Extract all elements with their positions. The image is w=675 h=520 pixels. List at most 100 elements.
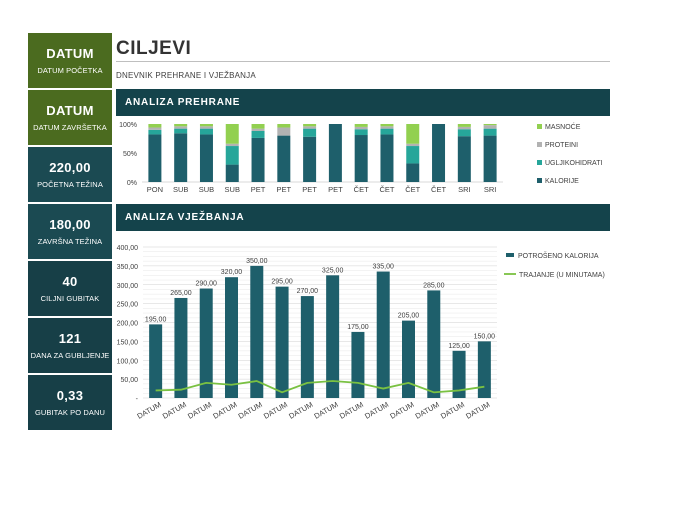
exercise-calories-bar[interactable]	[199, 288, 213, 398]
nutrition-bar-segment-ugljikohidrati[interactable]	[483, 128, 497, 136]
exercise-y-tick-label: -	[136, 396, 139, 403]
page-subtitle: DNEVNIK PREHRANE I VJEŽBANJA	[116, 71, 256, 80]
nutrition-bar-segment-proteini[interactable]	[303, 126, 317, 129]
nutrition-bar-segment-masnoće[interactable]	[148, 124, 162, 128]
exercise-calories-bar[interactable]	[250, 265, 264, 398]
nutrition-x-tick-label: PON	[147, 185, 163, 194]
start-weight-tile[interactable]: 220,00 POČETNA TEŽINA	[28, 147, 112, 202]
exercise-calories-bar[interactable]	[174, 297, 188, 398]
nutrition-bar-segment-kalorije[interactable]	[148, 134, 162, 182]
exercise-bar-data-label: 150,00	[474, 333, 496, 340]
nutrition-bar-segment-proteini[interactable]	[174, 126, 188, 129]
nutrition-bar-segment-ugljikohidrati[interactable]	[303, 128, 317, 137]
nutrition-bar-segment-masnoće[interactable]	[303, 124, 317, 127]
exercise-calories-bar[interactable]	[225, 277, 238, 398]
exercise-calories-bar[interactable]	[275, 286, 289, 398]
nutrition-bar-segment-ugljikohidrati[interactable]	[148, 129, 162, 135]
nutrition-bar-segment-proteini[interactable]	[406, 143, 420, 147]
nutrition-bar-segment-proteini[interactable]	[225, 143, 239, 147]
exercise-x-tick-label: DATUM	[363, 400, 390, 421]
nutrition-bar-segment-masnoće[interactable]	[380, 124, 394, 127]
nutrition-y-tick-label: 0%	[127, 180, 137, 187]
nutrition-bar-segment-masnoće[interactable]	[225, 124, 239, 144]
nutrition-bar-segment-proteini[interactable]	[277, 127, 291, 136]
exercise-calories-bar[interactable]	[376, 271, 390, 398]
nutrition-bar-segment-kalorije[interactable]	[432, 124, 446, 182]
end-date-tile[interactable]: DATUM DATUM ZAVRŠETKA	[28, 90, 112, 145]
nutrition-x-tick-label: PET	[328, 185, 343, 194]
nutrition-bar-segment-proteini[interactable]	[483, 125, 497, 129]
end-weight-tile[interactable]: 180,00 ZAVRŠNA TEŽINA	[28, 204, 112, 259]
exercise-calories-bar[interactable]	[477, 341, 491, 398]
nutrition-bar-segment-ugljikohidrati[interactable]	[225, 146, 239, 165]
nutrition-bar-segment-masnoće[interactable]	[354, 124, 368, 127]
end-date-label: DATUM ZAVRŠETKA	[33, 123, 107, 132]
nutrition-bar-segment-proteini[interactable]	[251, 128, 265, 131]
exercise-x-tick-label: DATUM	[313, 400, 340, 421]
exercise-bar-data-label: 285,00	[423, 282, 445, 289]
exercise-calories-bar[interactable]	[351, 331, 365, 398]
exercise-duration-line[interactable]	[155, 380, 485, 394]
nutrition-bar-segment-proteini[interactable]	[148, 127, 162, 130]
nutrition-x-tick-label: SUB	[225, 185, 240, 194]
nutrition-bar-segment-kalorije[interactable]	[251, 137, 265, 182]
nutrition-bar-segment-kalorije[interactable]	[457, 136, 471, 182]
nutrition-bar-segment-proteini[interactable]	[354, 126, 368, 130]
exercise-calories-bar[interactable]	[427, 290, 441, 398]
nutrition-bar-segment-ugljikohidrati[interactable]	[457, 129, 471, 137]
nutrition-bar-segment-kalorije[interactable]	[380, 134, 394, 182]
exercise-legend-label-duration: TRAJANJE (U MINUTAMA)	[519, 272, 605, 279]
nutrition-bar-segment-kalorije[interactable]	[303, 136, 317, 182]
exercise-x-tick-label: DATUM	[287, 400, 314, 421]
nutrition-bar-segment-masnoće[interactable]	[199, 124, 213, 127]
start-date-tile[interactable]: DATUM DATUM POČETKA	[28, 33, 112, 88]
nutrition-bar-segment-kalorije[interactable]	[406, 163, 420, 182]
exercise-bar-data-label: 290,00	[196, 281, 218, 288]
nutrition-bar-segment-kalorije[interactable]	[277, 135, 291, 182]
nutrition-bar-segment-ugljikohidrati[interactable]	[406, 146, 420, 164]
nutrition-bar-segment-ugljikohidrati[interactable]	[199, 128, 213, 135]
nutrition-bar-segment-masnoće[interactable]	[251, 124, 265, 129]
nutrition-bar-segment-masnoće[interactable]	[457, 124, 471, 127]
nutrition-bar-segment-kalorije[interactable]	[483, 135, 497, 182]
exercise-x-tick-label: DATUM	[186, 400, 213, 421]
nutrition-legend-swatch	[537, 178, 542, 183]
nutrition-bar-segment-proteini[interactable]	[457, 126, 471, 130]
page-title: CILJEVI	[116, 38, 192, 59]
nutrition-bar-segment-masnoće[interactable]	[483, 124, 497, 126]
exercise-y-tick-label: 350,00	[117, 264, 139, 271]
nutrition-legend-swatch	[537, 160, 542, 165]
nutrition-bar-segment-masnoće[interactable]	[277, 124, 291, 128]
exercise-calories-bar[interactable]	[326, 275, 340, 398]
title-divider	[116, 61, 610, 62]
exercise-legend-swatch-calories	[506, 253, 514, 257]
nutrition-bar-segment-ugljikohidrati[interactable]	[251, 130, 265, 138]
nutrition-bar-segment-ugljikohidrati[interactable]	[354, 129, 368, 136]
nutrition-bar-segment-kalorije[interactable]	[225, 164, 239, 182]
nutrition-bar-segment-kalorije[interactable]	[174, 133, 188, 182]
exercise-x-tick-label: DATUM	[161, 400, 188, 421]
nutrition-bar-segment-kalorije[interactable]	[354, 135, 368, 182]
nutrition-bar-segment-masnoće[interactable]	[174, 124, 188, 127]
start-date-label: DATUM POČETKA	[37, 66, 103, 75]
exercise-bar-data-label: 125,00	[448, 343, 470, 350]
nutrition-x-tick-label: PET	[251, 185, 266, 194]
exercise-calories-bar[interactable]	[452, 350, 466, 398]
days-to-lose-value: 121	[58, 331, 82, 346]
nutrition-bar-segment-ugljikohidrati[interactable]	[174, 128, 188, 134]
exercise-calories-bar[interactable]	[300, 296, 314, 398]
nutrition-bar-segment-kalorije[interactable]	[199, 134, 213, 182]
nutrition-bar-segment-kalorije[interactable]	[328, 124, 342, 182]
loss-per-day-tile[interactable]: 0,33 GUBITAK PO DANU	[28, 375, 112, 430]
exercise-bar-data-label: 295,00	[271, 279, 293, 286]
exercise-calories-bar[interactable]	[149, 324, 163, 398]
nutrition-bar-segment-proteini[interactable]	[380, 126, 394, 129]
nutrition-bar-segment-ugljikohidrati[interactable]	[380, 128, 394, 135]
nutrition-bar-segment-masnoće[interactable]	[406, 124, 420, 144]
exercise-bar-data-label: 195,00	[145, 316, 167, 323]
nutrition-bar-segment-proteini[interactable]	[199, 126, 213, 129]
target-loss-tile[interactable]: 40 CILJNI GUBITAK	[28, 261, 112, 316]
days-to-lose-tile[interactable]: 121 DANA ZA GUBLJENJE	[28, 318, 112, 373]
exercise-calories-bar[interactable]	[402, 320, 415, 398]
